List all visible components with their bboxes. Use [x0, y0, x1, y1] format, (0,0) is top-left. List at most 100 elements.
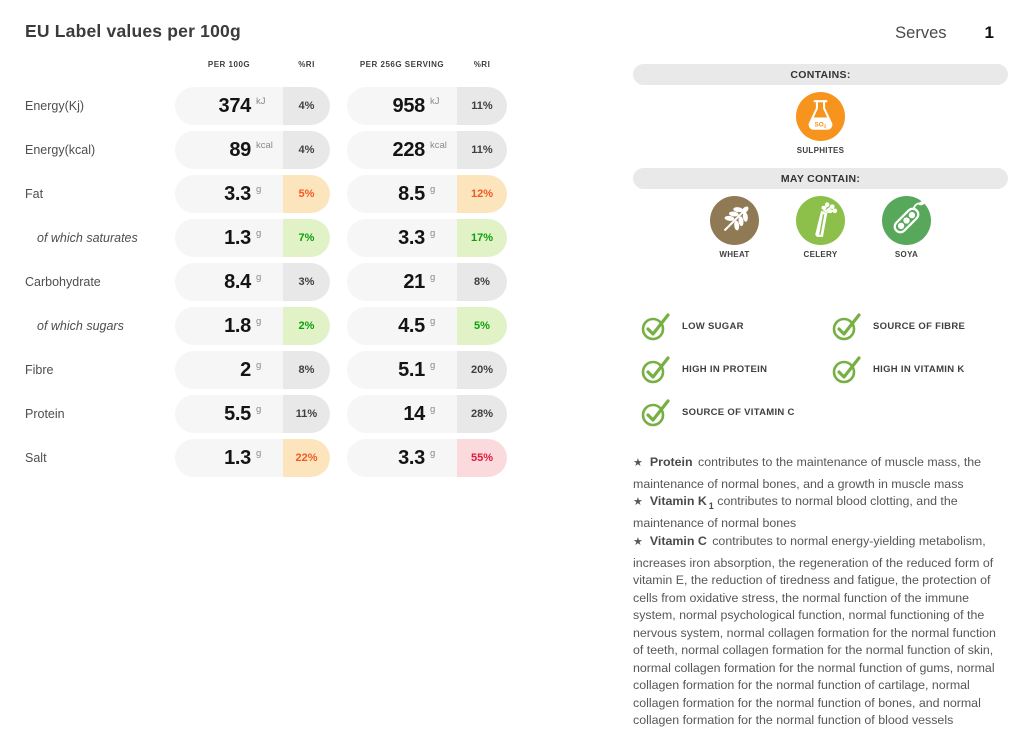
- per-serving-cell: 4.5 g 5%: [347, 307, 507, 345]
- celery-icon: [815, 202, 838, 237]
- per-serving-ri-badge: 5%: [457, 307, 507, 345]
- per-100g-cell: 8.4 g 3%: [175, 263, 330, 301]
- claim-badge: LOW SUGAR: [641, 311, 832, 341]
- per-100g-value: 1.8: [224, 314, 251, 337]
- per-100g-value: 1.3: [224, 226, 251, 249]
- per-100g-value-group: 1.3 g: [175, 219, 283, 257]
- column-header-ri-per-100g: %RI: [298, 60, 315, 69]
- per-100g-value-group: 8.4 g: [175, 263, 283, 301]
- per-100g-value: 8.4: [224, 270, 251, 293]
- allergen-circle: SO2: [796, 92, 845, 141]
- per-100g-value: 89: [229, 138, 251, 161]
- column-header-ri-per-serving: %RI: [473, 60, 491, 69]
- per-100g-unit: kJ: [256, 96, 266, 107]
- per-100g-ri-badge: 4%: [283, 131, 330, 169]
- per-100g-value-group: 3.3 g: [175, 175, 283, 213]
- per-100g-unit: g: [256, 360, 262, 371]
- per-100g-cell: 1.3 g 7%: [175, 219, 330, 257]
- claims-grid: LOW SUGAR SOURCE OF FIBRE HIGH IN PROTEI…: [633, 311, 1008, 427]
- per-serving-ri-badge: 55%: [457, 439, 507, 477]
- per-100g-ri-badge: 2%: [283, 307, 330, 345]
- per-serving-value: 8.5: [398, 182, 425, 205]
- table-row: Energy(Kj) 374 kJ 4% 958 kJ 11%: [25, 87, 615, 125]
- may-contain-header-bar: MAY CONTAIN:: [633, 168, 1008, 189]
- checkmark-icon: [832, 313, 861, 341]
- per-serving-value-group: 3.3 g: [347, 219, 457, 257]
- per-100g-unit: g: [256, 316, 262, 327]
- svg-text:SO2: SO2: [814, 121, 826, 129]
- per-serving-value-group: 5.1 g: [347, 351, 457, 389]
- per-100g-cell: 89 kcal 4%: [175, 131, 330, 169]
- table-column-headers: PER 100G %RI PER 256G SERVING %RI: [25, 60, 615, 69]
- nutrition-statement: ★ Vitamin C contributes to normal energy-…: [633, 533, 1005, 730]
- nutrition-statement: ★ Protein contributes to the maintenance …: [633, 454, 1005, 493]
- checkmark-icon: [641, 313, 670, 341]
- column-header-per-serving: PER 256G SERVING: [359, 60, 445, 69]
- per-100g-value-group: 89 kcal: [175, 131, 283, 169]
- checkmark-icon: [832, 356, 861, 384]
- serves-value: 1: [984, 23, 994, 42]
- per-100g-value-group: 2 g: [175, 351, 283, 389]
- per-serving-value: 958: [392, 94, 426, 117]
- star-icon: ★: [633, 535, 643, 548]
- may-contain-allergen-row: WHEAT: [633, 196, 1008, 259]
- per-serving-value-group: 8.5 g: [347, 175, 457, 213]
- nutrition-rows: Energy(Kj) 374 kJ 4% 958 kJ 11% Energ: [25, 87, 615, 477]
- page-title: EU Label values per 100g: [25, 21, 241, 41]
- per-serving-value-group: 14 g: [347, 395, 457, 433]
- per-100g-value-group: 374 kJ: [175, 87, 283, 125]
- per-100g-ri-badge: 22%: [283, 439, 330, 477]
- per-100g-value: 2: [240, 358, 251, 381]
- per-100g-unit: g: [256, 448, 262, 459]
- allergen-item: WHEAT: [701, 196, 769, 259]
- allergen-item: CELERY: [787, 196, 855, 259]
- wheat-icon: [724, 206, 749, 231]
- per-100g-cell: 1.8 g 2%: [175, 307, 330, 345]
- statement-nutrient: Vitamin K: [649, 494, 707, 509]
- nutrient-label: of which sugars: [37, 319, 124, 333]
- nutrient-label: of which saturates: [37, 231, 138, 245]
- per-100g-ri-badge: 11%: [283, 395, 330, 433]
- star-icon: ★: [633, 496, 643, 509]
- table-row: Salt 1.3 g 22% 3.3 g 55%: [25, 439, 615, 477]
- checkmark-icon: [641, 399, 670, 427]
- per-serving-unit: g: [430, 272, 436, 283]
- per-serving-ri-badge: 11%: [457, 131, 507, 169]
- contains-allergen-row: SO2 SULPHITES: [633, 92, 1008, 155]
- per-serving-value: 3.3: [398, 446, 425, 469]
- per-serving-cell: 228 kcal 11%: [347, 131, 507, 169]
- per-serving-cell: 21 g 8%: [347, 263, 507, 301]
- per-serving-cell: 5.1 g 20%: [347, 351, 507, 389]
- per-100g-value: 3.3: [224, 182, 251, 205]
- per-serving-unit: g: [430, 360, 436, 371]
- per-100g-unit: g: [256, 184, 262, 195]
- per-serving-value-group: 958 kJ: [347, 87, 457, 125]
- serves-label: Serves: [895, 24, 947, 42]
- per-serving-ri-badge: 28%: [457, 395, 507, 433]
- allergen-claims-section: Serves 1 CONTAINS: SO2 SULPHITES MAY CON…: [633, 0, 1008, 730]
- claim-badge: HIGH IN PROTEIN: [641, 354, 832, 384]
- table-row: of which saturates 1.3 g 7% 3.3 g 17%: [25, 219, 615, 257]
- per-100g-cell: 1.3 g 22%: [175, 439, 330, 477]
- per-100g-value: 5.5: [224, 402, 251, 425]
- table-row: Protein 5.5 g 11% 14 g 28%: [25, 395, 615, 433]
- per-serving-cell: 958 kJ 11%: [347, 87, 507, 125]
- per-serving-cell: 3.3 g 17%: [347, 219, 507, 257]
- nutrient-label: Energy(Kj): [25, 99, 85, 113]
- nutrition-table-section: EU Label values per 100g PER 100G %RI PE…: [25, 0, 615, 483]
- per-serving-unit: g: [430, 404, 436, 415]
- table-row: of which sugars 1.8 g 2% 4.5 g 5%: [25, 307, 615, 345]
- claim-badge: SOURCE OF VITAMIN C: [641, 397, 832, 427]
- per-serving-value: 21: [403, 270, 425, 293]
- nutrient-label: Energy(kcal): [25, 143, 96, 157]
- per-100g-ri-badge: 3%: [283, 263, 330, 301]
- per-100g-ri-badge: 4%: [283, 87, 330, 125]
- soya-icon: [893, 200, 926, 234]
- allergen-circle: [796, 196, 845, 245]
- allergen-name: CELERY: [803, 250, 838, 259]
- claim-label: HIGH IN VITAMIN K: [873, 363, 965, 375]
- per-serving-cell: 3.3 g 55%: [347, 439, 507, 477]
- allergen-item: SO2 SULPHITES: [787, 92, 855, 155]
- nutrient-label: Fat: [25, 187, 44, 201]
- per-100g-ri-badge: 8%: [283, 351, 330, 389]
